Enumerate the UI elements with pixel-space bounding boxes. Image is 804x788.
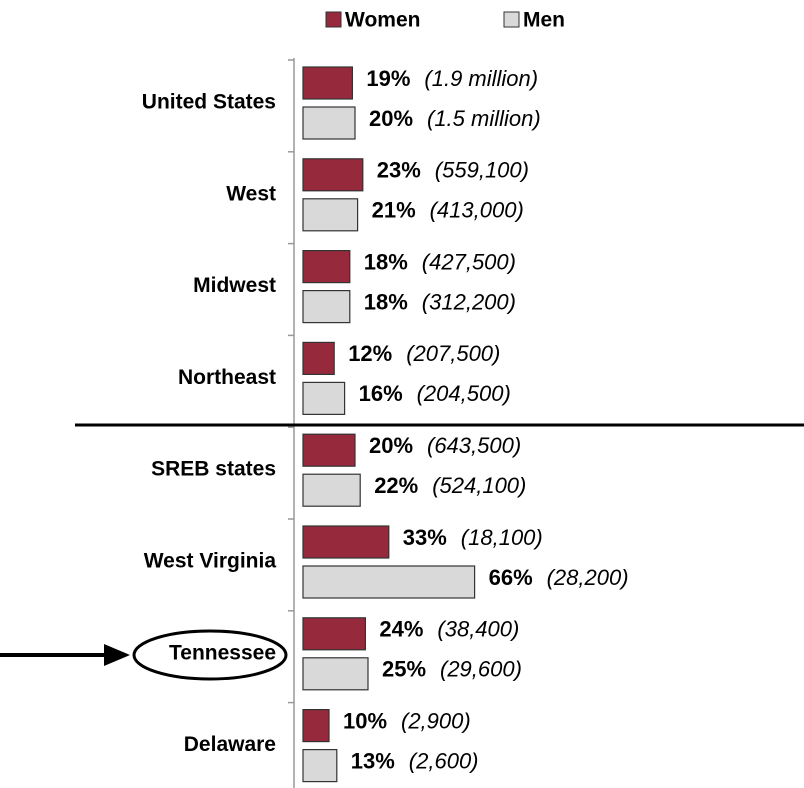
count-label: (2,900) <box>401 708 471 733</box>
bar <box>302 341 335 375</box>
value-label: 21% <box>372 198 416 223</box>
bar <box>302 106 356 140</box>
value-label: 23% <box>377 158 421 183</box>
count-label: (559,100) <box>435 158 529 183</box>
value-label: 18% <box>364 249 408 274</box>
category-label: Midwest <box>193 274 276 297</box>
bar <box>302 290 351 324</box>
category-label: Tennessee <box>169 641 276 664</box>
legend-label: Women <box>345 9 420 32</box>
legend-label: Men <box>523 9 565 32</box>
bar <box>302 66 354 100</box>
category-label: Delaware <box>184 733 276 756</box>
value-label: 13% <box>351 748 395 773</box>
value-label: 20% <box>369 433 413 458</box>
legend-swatch <box>503 11 520 28</box>
count-label: (427,500) <box>422 249 516 274</box>
count-label: (2,600) <box>409 748 479 773</box>
bar <box>302 708 330 743</box>
bar <box>302 158 364 192</box>
bar <box>302 381 346 415</box>
category-label: West <box>226 182 276 205</box>
category-label: Northeast <box>178 366 276 389</box>
value-label: 66% <box>489 565 533 590</box>
highlight-ellipse <box>132 629 288 681</box>
legend-swatch <box>325 11 342 28</box>
bar <box>302 565 476 599</box>
bar <box>302 250 351 284</box>
category-label: United States <box>142 91 276 114</box>
bar <box>302 433 356 467</box>
count-label: (18,100) <box>461 525 543 550</box>
value-label: 25% <box>382 657 426 682</box>
value-label: 33% <box>403 525 447 550</box>
bar <box>302 525 390 559</box>
value-label: 10% <box>343 708 387 733</box>
count-label: (413,000) <box>430 198 524 223</box>
value-label: 16% <box>359 381 403 406</box>
count-label: (643,500) <box>427 433 521 458</box>
value-label: 20% <box>369 106 413 131</box>
count-label: (28,200) <box>547 565 629 590</box>
bar <box>302 617 367 651</box>
count-label: (1.5 million) <box>427 106 541 131</box>
count-label: (38,400) <box>437 617 519 642</box>
bar <box>302 657 369 691</box>
count-label: (207,500) <box>406 341 500 366</box>
bar <box>302 198 359 232</box>
category-label: West Virginia <box>144 550 277 573</box>
bar <box>302 473 361 507</box>
value-label: 19% <box>366 66 410 91</box>
count-label: (29,600) <box>440 657 522 682</box>
arrow-head <box>104 644 130 666</box>
count-label: (312,200) <box>422 289 516 314</box>
value-label: 18% <box>364 289 408 314</box>
category-label: SREB states <box>151 458 276 481</box>
value-label: 12% <box>348 341 392 366</box>
count-label: (524,100) <box>432 473 526 498</box>
bar <box>302 748 338 783</box>
count-label: (204,500) <box>417 381 511 406</box>
value-label: 24% <box>379 617 423 642</box>
count-label: (1.9 million) <box>424 66 538 91</box>
value-label: 22% <box>374 473 418 498</box>
